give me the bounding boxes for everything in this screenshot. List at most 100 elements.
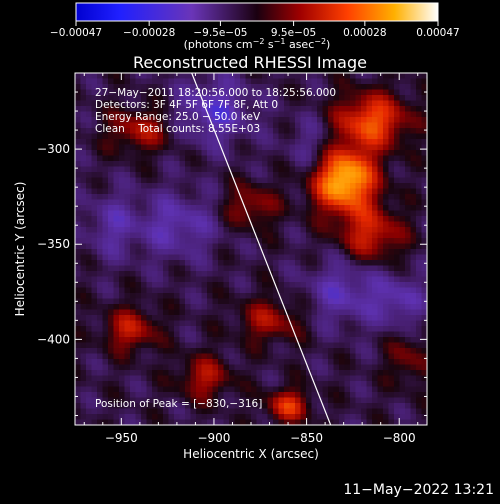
- heatmap-cell: [174, 386, 180, 393]
- heatmap-cell: [267, 249, 274, 255]
- heatmap-cell: [245, 298, 252, 305]
- heatmap-cell: [97, 144, 103, 151]
- heatmap-cell: [91, 271, 98, 277]
- heatmap-cell: [350, 337, 356, 343]
- heatmap-cell: [333, 370, 340, 376]
- heatmap-cell: [179, 89, 186, 96]
- heatmap-cell: [366, 276, 373, 283]
- heatmap-cell: [278, 100, 285, 107]
- heatmap-cell: [174, 89, 180, 96]
- heatmap-cell: [229, 111, 235, 118]
- heatmap-cell: [124, 265, 131, 272]
- heatmap-cell: [399, 95, 406, 101]
- heatmap-cell: [212, 210, 219, 217]
- heatmap-cell: [383, 271, 389, 277]
- heatmap-cell: [168, 265, 175, 272]
- heatmap-cell: [102, 276, 109, 283]
- heatmap-cell: [229, 326, 235, 332]
- heatmap-cell: [207, 221, 213, 228]
- heatmap-cell: [273, 353, 279, 360]
- heatmap-cell: [185, 331, 191, 338]
- heatmap-cell: [295, 419, 301, 425]
- heatmap-cell: [377, 342, 384, 349]
- heatmap-cell: [185, 100, 191, 107]
- heatmap-cell: [361, 386, 367, 393]
- heatmap-cell: [234, 89, 241, 96]
- heatmap-cell: [399, 320, 406, 327]
- heatmap-cell: [383, 304, 389, 310]
- heatmap-cell: [410, 326, 417, 332]
- heatmap-cell: [333, 150, 340, 156]
- heatmap-cell: [311, 144, 318, 151]
- heatmap-cell: [262, 172, 268, 178]
- heatmap-cell: [146, 304, 153, 310]
- heatmap-cell: [141, 73, 147, 79]
- heatmap-cell: [267, 304, 274, 310]
- heatmap-cell: [179, 117, 186, 123]
- heatmap-cell: [212, 337, 219, 343]
- heatmap-cell: [284, 397, 290, 404]
- heatmap-cell: [212, 298, 219, 305]
- heatmap-cell: [168, 210, 175, 217]
- heatmap-cell: [163, 172, 169, 178]
- heatmap-cell: [146, 408, 153, 415]
- heatmap-cell: [234, 287, 241, 294]
- heatmap-cell: [344, 309, 351, 316]
- heatmap-cell: [278, 249, 285, 255]
- heatmap-cell: [410, 144, 417, 151]
- heatmap-cell: [201, 315, 208, 321]
- heatmap-cell: [223, 243, 230, 250]
- heatmap-cell: [388, 155, 395, 162]
- heatmap-cell: [146, 414, 153, 420]
- heatmap-cell: [372, 183, 378, 189]
- heatmap-cell: [163, 73, 169, 79]
- heatmap-cell: [234, 166, 241, 173]
- heatmap-cell: [196, 320, 202, 327]
- heatmap-cell: [190, 397, 197, 404]
- heatmap-cell: [168, 111, 175, 118]
- peak-position-label: Position of Peak = [−830,−316]: [95, 398, 262, 410]
- heatmap-cell: [190, 199, 197, 206]
- heatmap-cell: [124, 364, 131, 371]
- heatmap-cell: [256, 298, 263, 305]
- heatmap-cell: [234, 243, 241, 250]
- heatmap-cell: [322, 326, 329, 332]
- heatmap-cell: [135, 287, 142, 294]
- heatmap-cell: [97, 298, 103, 305]
- heatmap-cell: [251, 194, 257, 200]
- heatmap-cell: [295, 73, 301, 79]
- heatmap-cell: [405, 89, 411, 96]
- heatmap-cell: [174, 276, 180, 283]
- heatmap-cell: [289, 172, 296, 178]
- heatmap-cell: [135, 293, 142, 299]
- heatmap-cell: [196, 221, 202, 228]
- heatmap-cell: [295, 370, 301, 376]
- heatmap-cell: [218, 408, 224, 415]
- heatmap-cell: [328, 386, 334, 393]
- heatmap-cell: [300, 293, 307, 299]
- heatmap-cell: [80, 375, 87, 382]
- heatmap-cell: [97, 293, 103, 299]
- heatmap-cell: [405, 133, 411, 140]
- heatmap-cell: [157, 309, 164, 316]
- heatmap-cell: [212, 84, 219, 90]
- heatmap-cell: [234, 364, 241, 371]
- heatmap-cell: [229, 370, 235, 376]
- heatmap-cell: [207, 232, 213, 239]
- heatmap-cell: [278, 414, 285, 420]
- heatmap-cell: [91, 122, 98, 129]
- heatmap-cell: [102, 117, 109, 123]
- heatmap-cell: [410, 254, 417, 261]
- heatmap-cell: [366, 150, 373, 156]
- heatmap-cell: [289, 210, 296, 217]
- heatmap-cell: [97, 403, 103, 409]
- heatmap-cell: [333, 139, 340, 145]
- heatmap-cell: [273, 276, 279, 283]
- heatmap-cell: [218, 111, 224, 118]
- heatmap-cell: [267, 287, 274, 294]
- heatmap-cell: [333, 216, 340, 222]
- heatmap-cell: [108, 139, 114, 145]
- heatmap-cell: [168, 342, 175, 349]
- heatmap-cell: [174, 353, 180, 360]
- heatmap-cell: [124, 337, 131, 343]
